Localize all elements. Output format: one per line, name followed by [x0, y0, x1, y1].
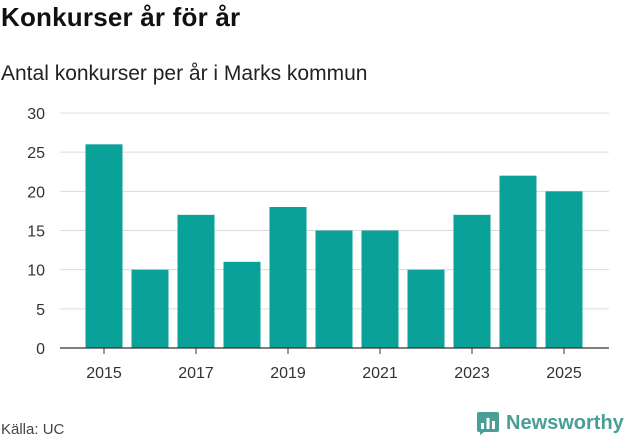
- y-tick-label: 0: [36, 341, 45, 358]
- y-tick-label: 25: [27, 145, 45, 162]
- bar-2019: [269, 207, 307, 348]
- y-tick-label: 30: [27, 106, 45, 123]
- bars: [85, 144, 583, 348]
- bar-2023: [453, 214, 491, 348]
- chart-title: Konkurser år för år: [1, 2, 241, 32]
- y-tick-label: 5: [36, 302, 45, 319]
- bar-2024: [499, 175, 537, 348]
- x-tick-label: 2015: [86, 365, 122, 382]
- y-tick-label: 20: [27, 184, 45, 201]
- x-tick-label: 2023: [454, 365, 490, 382]
- brand-name: Newsworthy: [506, 411, 624, 434]
- x-tick-label: 2019: [270, 365, 306, 382]
- bar-2025: [545, 191, 583, 348]
- brand-logo: Newsworthy: [476, 408, 624, 438]
- source-note: Källa: UC: [1, 421, 65, 438]
- bar-2017: [177, 214, 215, 348]
- bar-2016: [131, 269, 169, 348]
- x-tick-label: 2021: [362, 365, 398, 382]
- bar-2022: [407, 269, 445, 348]
- y-tick-label: 10: [27, 263, 45, 280]
- chart-subtitle: Antal konkurser per år i Marks kommun: [1, 62, 368, 85]
- x-tick-label: 2017: [178, 365, 214, 382]
- bar-2021: [361, 230, 399, 348]
- bar-2018: [223, 261, 261, 348]
- bar-2015: [85, 144, 123, 348]
- y-tick-label: 15: [27, 224, 45, 241]
- x-tick-label: 2025: [546, 365, 582, 382]
- bar-chart-logo-icon: [477, 412, 499, 435]
- bar-2020: [315, 230, 353, 348]
